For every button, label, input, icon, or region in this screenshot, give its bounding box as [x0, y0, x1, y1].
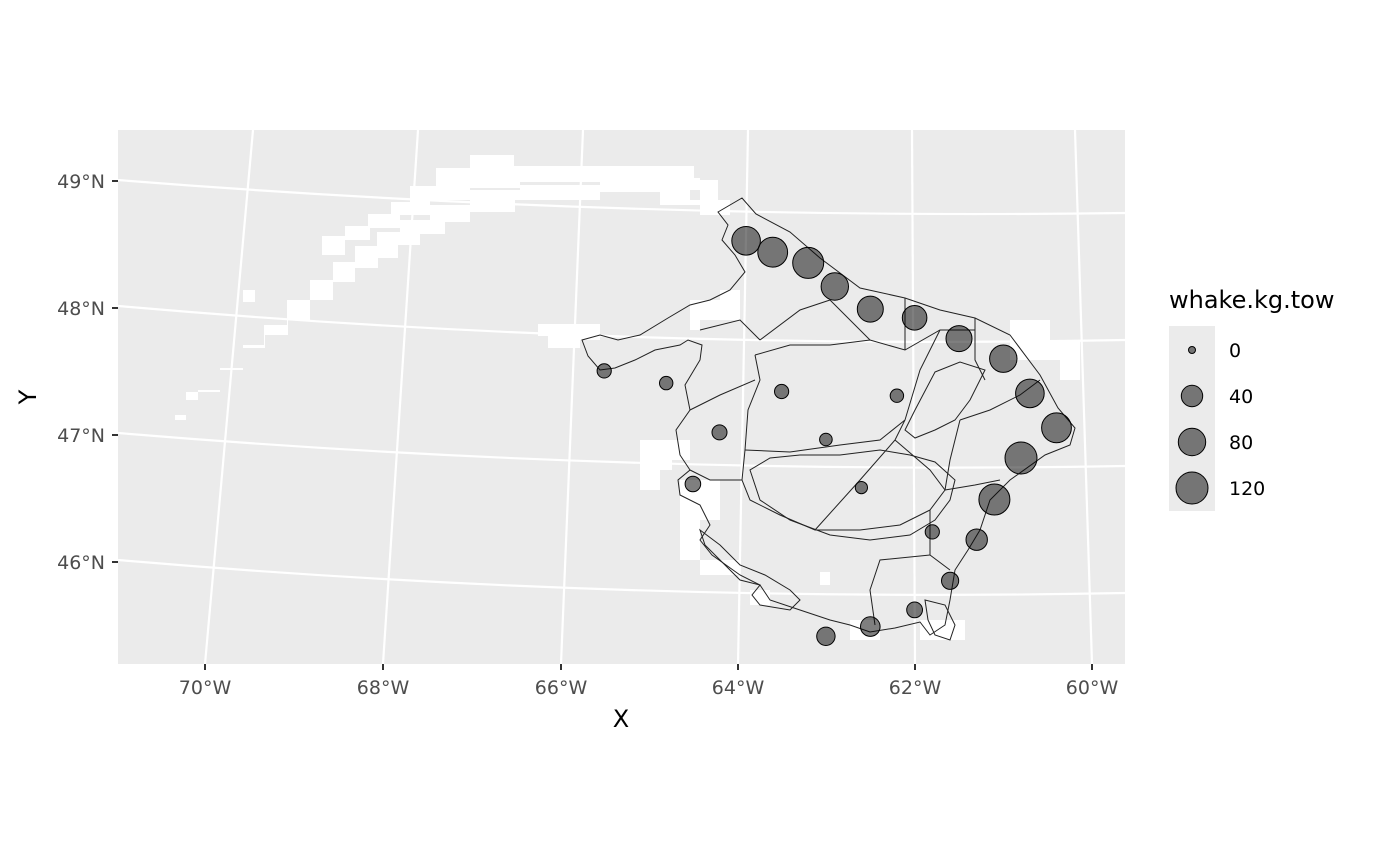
catch-point — [820, 272, 849, 301]
catch-point — [774, 383, 790, 400]
legend-label: 80 — [1229, 432, 1253, 454]
catch-point — [596, 363, 612, 379]
catch-point — [856, 295, 884, 323]
x-tick-label: 66°W — [535, 677, 588, 699]
y-tick-label: 46°N — [57, 552, 105, 574]
parallel-49n — [118, 178, 1125, 216]
survey-outline — [581, 197, 1076, 636]
catch-point — [901, 305, 928, 331]
legend-key — [1188, 346, 1196, 354]
y-axis-title: Y — [14, 389, 42, 405]
northumberland-outline — [699, 528, 801, 611]
x-axis-title: X — [613, 705, 629, 733]
legend-key — [1180, 384, 1204, 408]
legend: whake.kg.tow 0 40 80 120 — [1169, 286, 1334, 511]
x-tick-64w: 64°W — [712, 664, 765, 699]
legend-title: whake.kg.tow — [1169, 286, 1334, 314]
x-tick-60w: 60°W — [1066, 664, 1119, 699]
meridian-62w — [910, 130, 917, 664]
coverage-area — [163, 155, 1080, 640]
meridian-70w — [203, 130, 255, 664]
y-tick-label: 49°N — [57, 171, 105, 193]
catch-point — [924, 524, 940, 540]
x-tick-66w: 66°W — [535, 664, 588, 699]
y-tick-label: 47°N — [57, 425, 105, 447]
catch-points — [596, 226, 1072, 646]
parallel-46n — [118, 558, 1125, 596]
catch-point — [1004, 441, 1038, 475]
catch-point — [819, 432, 833, 447]
meridian-60w — [1073, 130, 1094, 664]
catch-point — [816, 626, 836, 646]
catch-point — [889, 388, 905, 403]
y-axis: 49°N 48°N 47°N 46°N — [57, 171, 118, 574]
catch-point — [906, 601, 923, 619]
legend-label: 120 — [1229, 478, 1265, 500]
y-tick-48n: 48°N — [57, 298, 118, 320]
catch-point — [860, 616, 881, 637]
x-tick-label: 64°W — [712, 677, 765, 699]
x-tick-68w: 68°W — [357, 664, 410, 699]
legend-label: 0 — [1229, 340, 1241, 362]
x-tick-70w: 70°W — [179, 664, 232, 699]
legend-key — [1177, 427, 1207, 457]
catch-point — [1015, 378, 1045, 409]
legend-key — [1175, 471, 1209, 505]
meridian-68w — [381, 130, 420, 664]
parallel-48n — [118, 304, 1125, 343]
catch-point — [731, 226, 761, 256]
catch-point — [978, 483, 1011, 516]
catch-point — [989, 344, 1018, 373]
y-tick-47n: 47°N — [57, 425, 118, 447]
catch-point — [757, 236, 789, 268]
y-tick-49n: 49°N — [57, 171, 118, 193]
catch-point — [659, 375, 674, 391]
parallel-47n — [118, 431, 1125, 469]
catch-point — [711, 424, 728, 441]
catch-point — [854, 481, 869, 495]
cape-breton-outline — [924, 599, 956, 641]
magdalen-outline — [904, 361, 986, 439]
catch-point — [684, 475, 702, 493]
x-tick-label: 68°W — [357, 677, 410, 699]
x-tick-label: 62°W — [889, 677, 942, 699]
catch-point — [965, 528, 988, 551]
panel-background — [118, 130, 1125, 664]
y-tick-46n: 46°N — [57, 552, 118, 574]
x-axis: 70°W 68°W 66°W 64°W 62°W 60°W — [179, 664, 1119, 699]
catch-point — [1041, 412, 1072, 444]
x-tick-62w: 62°W — [889, 664, 942, 699]
x-tick-label: 70°W — [179, 677, 232, 699]
graticule — [118, 130, 1125, 664]
catch-point — [941, 571, 960, 590]
catch-point — [945, 325, 973, 353]
catch-point — [792, 246, 825, 279]
legend-label: 40 — [1229, 386, 1253, 408]
meridian-66w — [559, 130, 585, 664]
pei-outline — [749, 449, 956, 541]
x-tick-label: 60°W — [1066, 677, 1119, 699]
y-tick-label: 48°N — [57, 298, 105, 320]
